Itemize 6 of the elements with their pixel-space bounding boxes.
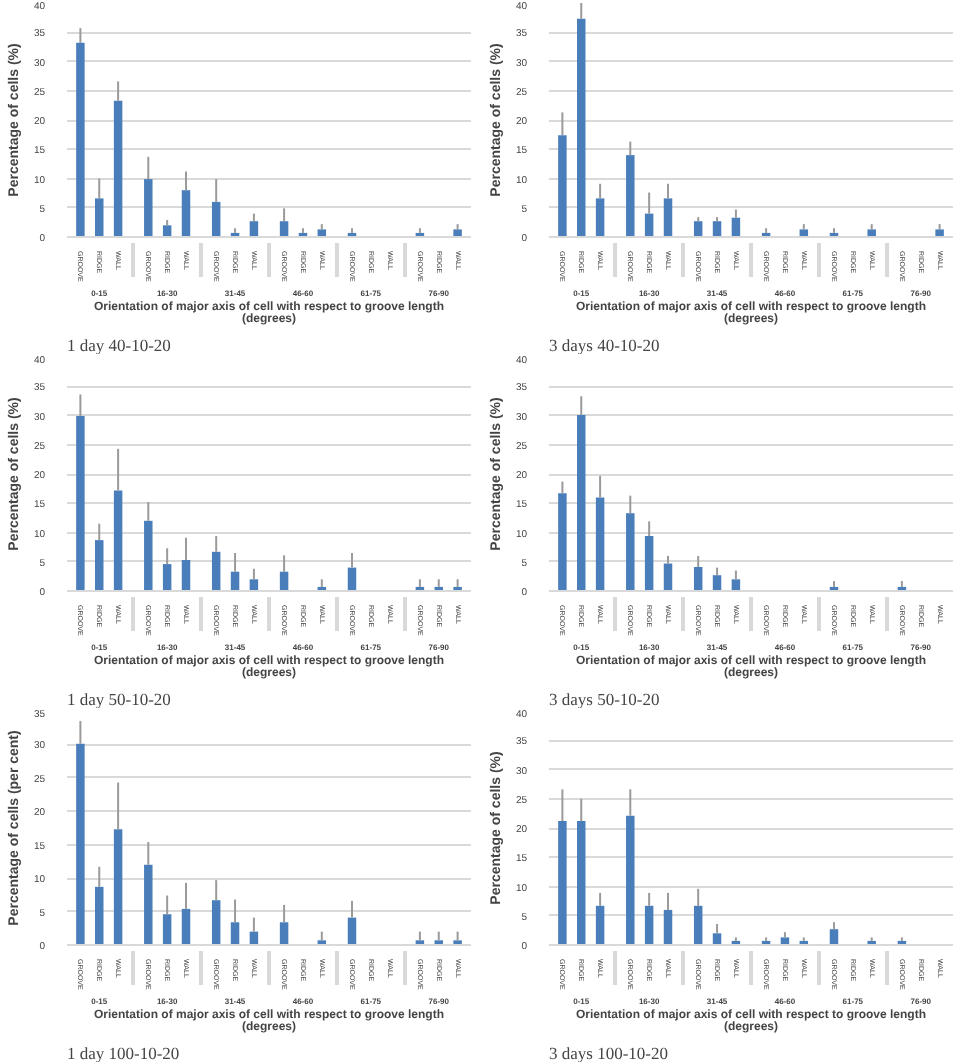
text: 1 day 50-10-20 <box>67 689 171 709</box>
text: 3 days 100-10-20 <box>549 1043 668 1062</box>
text: 3 days 50-10-20 <box>549 689 660 709</box>
text: 1 day 100-10-20 <box>67 1043 180 1062</box>
text: 3 days 40-10-20 <box>549 335 660 355</box>
text: 1 day 40-10-20 <box>67 335 171 355</box>
